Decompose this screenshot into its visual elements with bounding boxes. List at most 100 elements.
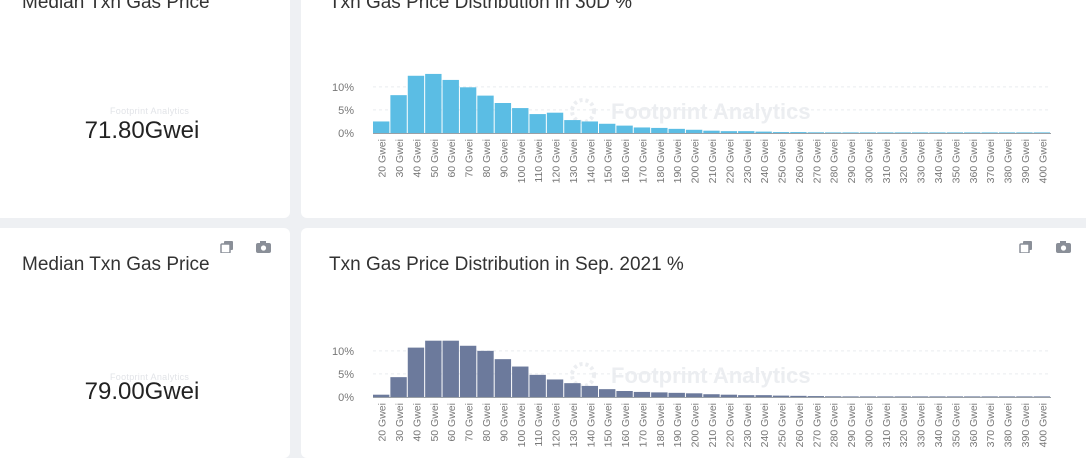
bar [442,340,459,397]
x-tick-label: 330 Gwei [916,403,928,447]
bar [477,350,494,397]
x-tick-label: 50 Gwei [429,403,441,442]
bar [512,366,529,397]
x-tick-label: 310 Gwei [881,139,893,183]
x-tick-label: 40 Gwei [411,403,423,442]
bar [1016,396,1033,397]
bar [685,393,703,397]
copy-icon[interactable] [220,240,234,254]
bar [512,108,529,133]
bar [859,396,877,397]
bar [425,73,442,133]
bar [790,395,807,397]
bar [859,132,877,133]
bar [651,127,668,133]
x-tick-label: 90 Gwei [498,403,510,442]
bar [668,392,685,397]
x-tick-label: 230 Gwei [742,139,754,183]
watermark-small: Footprint Analytics [110,372,190,382]
x-tick-label: 380 Gwei [1003,139,1015,183]
bar [911,132,929,133]
bar [720,394,738,397]
bar [390,95,407,133]
x-tick-label: 360 Gwei [968,139,980,183]
x-tick-label: 240 Gwei [759,403,771,447]
x-tick-label: 220 Gwei [724,139,736,183]
x-tick-label: 170 Gwei [637,139,649,183]
x-tick-label: 120 Gwei [551,139,563,183]
chart-30d: Footprint Analytics 0% 5% 10% 20 Gwei 30 Gwei… [332,73,1051,183]
bar [668,128,685,133]
x-tick-label: 150 Gwei [603,403,615,447]
x-tick-label: 270 Gwei [811,403,823,447]
y-tick-label: 0% [338,392,354,404]
x-tick-label: 80 Gwei [481,403,493,442]
x-tick-label: 340 Gwei [933,139,945,183]
x-tick-label: 20 Gwei [377,139,389,178]
bar [825,132,842,133]
bar [633,127,651,133]
bar [755,395,772,397]
bar [1033,396,1050,397]
x-tick-label: 350 Gwei [950,139,962,183]
x-tick-label: 140 Gwei [585,403,597,447]
bar [929,396,946,397]
x-tick-label: 20 Gwei [377,403,389,442]
y-tick-label: 10% [332,82,354,94]
x-tick-label: 190 Gwei [672,139,684,183]
camera-icon[interactable] [1056,240,1071,253]
bar [494,103,512,133]
copy-icon[interactable] [1019,240,1033,254]
x-tick-label: 230 Gwei [742,403,754,447]
x-tick-label: 290 Gwei [846,403,858,447]
stat-card-30d: Median Txn Gas Price Footprint Analytics… [0,0,290,218]
x-tick-label: 280 Gwei [829,403,841,447]
chart-card-sep: Txn Gas Price Distribution in Sep. 2021 … [301,228,1086,458]
y-tick-label: 5% [338,369,354,381]
x-tick-label: 130 Gwei [568,403,580,447]
stat-value: 79.00Gwei [84,378,200,405]
x-tick-label: 210 Gwei [707,403,719,447]
bar [407,75,425,133]
x-tick-label: 130 Gwei [568,139,580,183]
watermark-text: Footprint Analytics [611,99,811,124]
x-tick-label: 350 Gwei [950,403,962,447]
bar [772,132,790,133]
bar [459,345,477,397]
x-tick-label: 180 Gwei [655,403,667,447]
x-tick-label: 320 Gwei [898,403,910,447]
bar [981,396,998,397]
bar [998,396,1016,397]
watermark-text: Footprint Analytics [611,363,811,388]
x-tick-label: 330 Gwei [916,139,928,183]
bar [703,130,720,133]
bar [685,129,703,133]
bar [842,132,859,133]
x-tick-label: 400 Gwei [1037,139,1049,183]
bar [599,123,616,133]
bar [720,131,738,133]
chart-title: Txn Gas Price Distribution in 30D % [329,0,633,13]
x-tick-label: 300 Gwei [863,403,875,447]
watermark-logo [570,98,596,124]
bar [564,120,581,133]
bar [390,377,407,397]
camera-icon[interactable] [256,240,271,253]
stat-title: Median Txn Gas Price [22,0,210,13]
x-tick-label: 380 Gwei [1003,403,1015,447]
x-tick-label: 290 Gwei [846,139,858,183]
bar [772,395,790,397]
watermark-small: Footprint Analytics [110,106,190,116]
x-tick-label: 390 Gwei [1020,403,1032,447]
x-tick-label: 110 Gwei [533,403,545,447]
x-tick-label: 320 Gwei [898,139,910,183]
bar [373,121,390,133]
bar [494,359,512,397]
x-tick-label: 250 Gwei [777,139,789,183]
bar [581,121,598,133]
x-tick-label: 400 Gwei [1037,403,1049,447]
bar [651,392,668,397]
x-tick-label: 260 Gwei [794,139,806,183]
x-tick-label: 100 Gwei [516,403,528,447]
bar [911,396,929,397]
